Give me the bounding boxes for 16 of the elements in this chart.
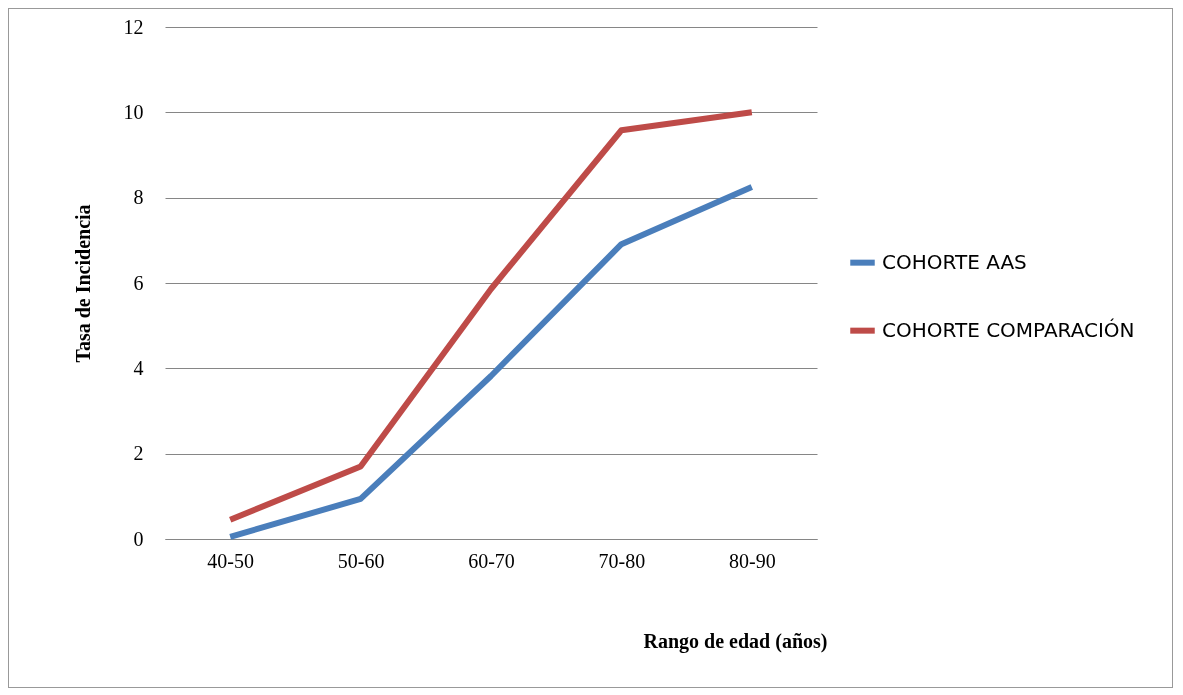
y-tick-label: 8 xyxy=(133,186,144,209)
legend-label: COHORTE AAS xyxy=(882,249,1027,274)
x-tick-label: 70-80 xyxy=(598,549,646,572)
legend-label: COHORTE COMPARACIÓN xyxy=(882,317,1135,342)
x-tick-label: 40-50 xyxy=(207,549,255,572)
x-tick-label: 50-60 xyxy=(337,549,385,572)
x-tick-label: 80-90 xyxy=(728,549,776,572)
y-axis-title: Tasa de Incidencia xyxy=(71,204,94,363)
y-tick-label: 10 xyxy=(123,100,144,123)
y-tick-label: 2 xyxy=(133,442,144,465)
y-tick-label: 6 xyxy=(133,271,144,294)
x-axis-title: Rango de edad (años) xyxy=(643,629,828,653)
x-tick-label: 60-70 xyxy=(468,549,515,572)
y-tick-label: 12 xyxy=(123,15,144,38)
y-tick-label: 4 xyxy=(133,356,144,379)
y-tick-label: 0 xyxy=(133,527,144,550)
